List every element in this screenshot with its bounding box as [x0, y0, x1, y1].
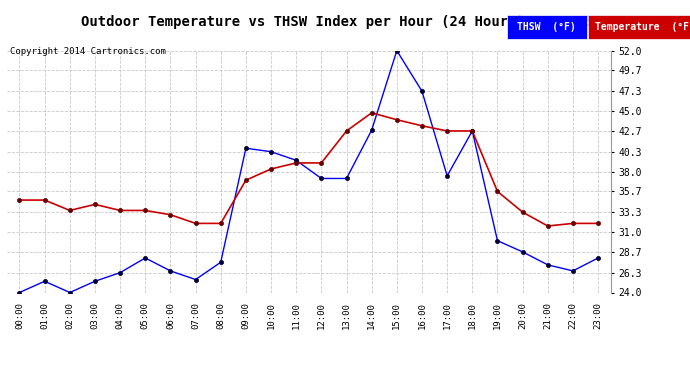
Text: Temperature  (°F): Temperature (°F) [595, 22, 690, 32]
Text: Copyright 2014 Cartronics.com: Copyright 2014 Cartronics.com [10, 47, 166, 56]
Text: Outdoor Temperature vs THSW Index per Hour (24 Hours)  20140320: Outdoor Temperature vs THSW Index per Ho… [81, 15, 609, 29]
Text: THSW  (°F): THSW (°F) [518, 22, 576, 32]
